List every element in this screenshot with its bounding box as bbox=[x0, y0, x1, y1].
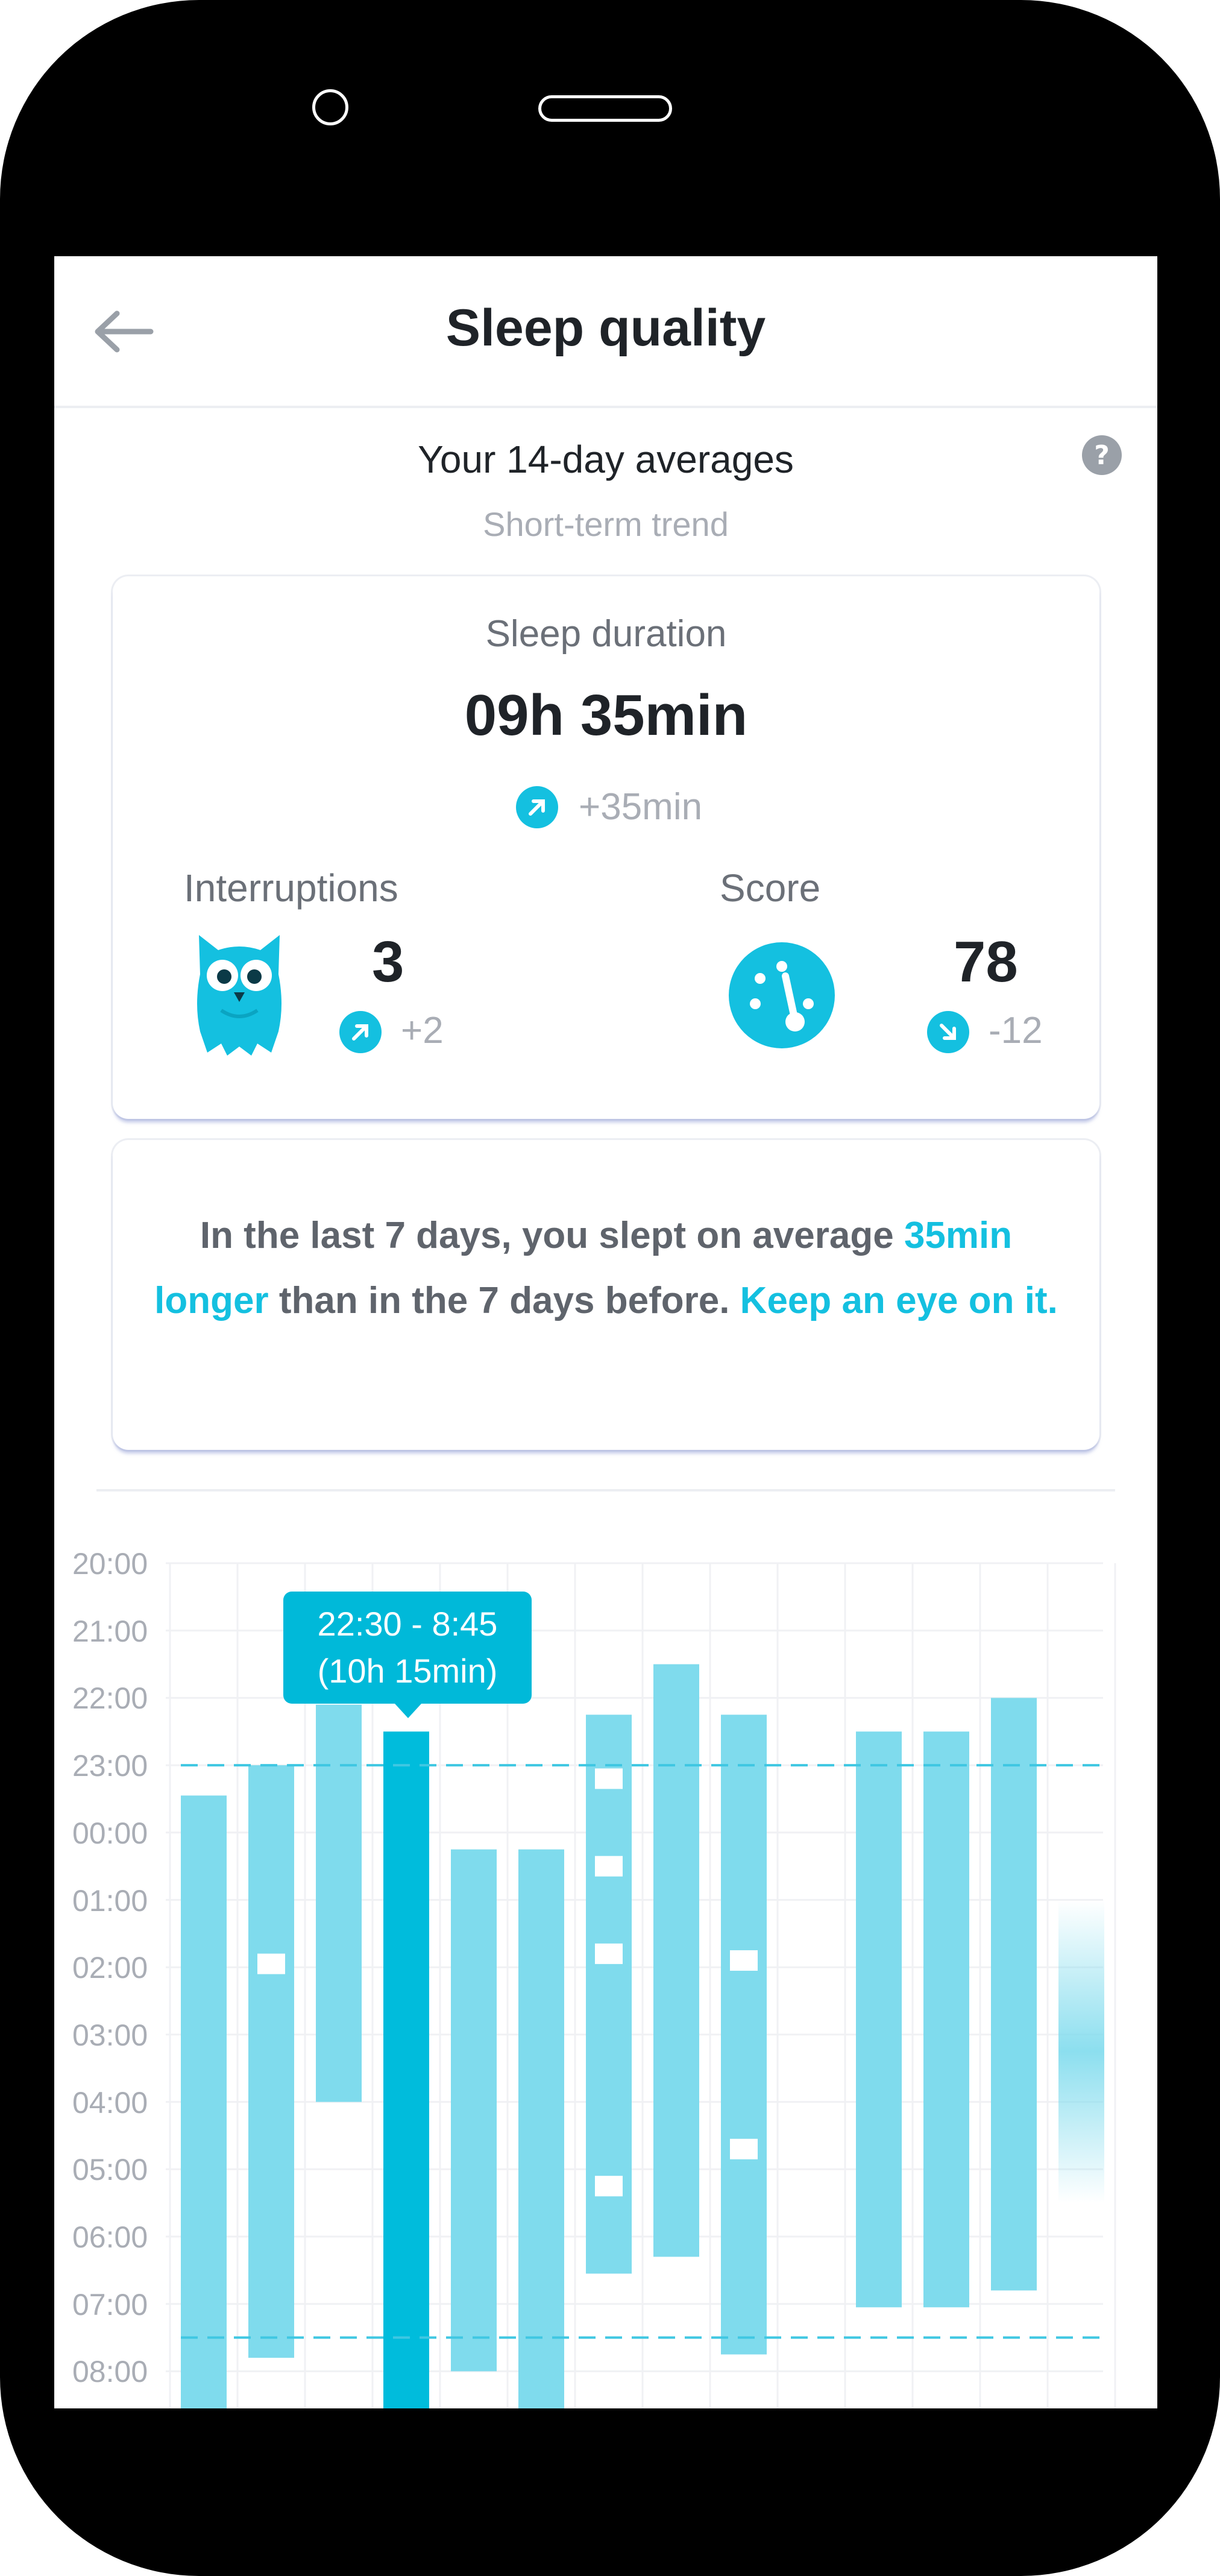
page-title: Sleep quality bbox=[445, 299, 766, 357]
sleep-bar bbox=[721, 1715, 767, 2355]
score-value: 78 bbox=[954, 930, 1018, 994]
interruptions-label: Interruptions bbox=[184, 866, 398, 910]
averages-subtitle: Short-term trend bbox=[483, 505, 729, 543]
interruptions-value: 3 bbox=[372, 930, 404, 994]
y-tick-label: 08:00 bbox=[72, 2355, 148, 2389]
interruption-marker bbox=[257, 1953, 285, 1974]
help-icon[interactable]: ? bbox=[1081, 434, 1123, 476]
sleep-bar bbox=[653, 1664, 699, 2257]
insight-message: In the last 7 days, you slept on average… bbox=[149, 1203, 1063, 1334]
tooltip-duration: (10h 15min) bbox=[317, 1652, 498, 1690]
y-tick-label: 02:00 bbox=[72, 1951, 148, 1985]
y-tick-label: 00:00 bbox=[72, 1816, 148, 1850]
y-tick-label: 22:00 bbox=[72, 1681, 148, 1716]
y-tick-label: 04:00 bbox=[72, 2085, 148, 2120]
chart-reference-lines bbox=[181, 1764, 1103, 2339]
interruption-marker bbox=[595, 2176, 623, 2197]
interruption-marker bbox=[595, 1943, 623, 1964]
section-divider bbox=[96, 1489, 1115, 1491]
interruption-marker bbox=[730, 1950, 758, 1971]
sleep-bar bbox=[856, 1731, 902, 2308]
sleep-bar-selected bbox=[383, 1731, 429, 2408]
y-tick-label: 07:00 bbox=[72, 2287, 148, 2322]
trend-down-icon bbox=[927, 1011, 969, 1053]
svg-text:?: ? bbox=[1094, 440, 1110, 471]
sleep-bar bbox=[181, 1795, 227, 2408]
sleep-bar bbox=[923, 1731, 969, 2308]
sleep-bar bbox=[1058, 1900, 1104, 2203]
y-tick-label: 05:00 bbox=[72, 2153, 148, 2187]
chart-bars bbox=[181, 1664, 1104, 2408]
earpiece-speaker bbox=[538, 95, 672, 122]
selected-night-tooltip: 22:30 - 8:45 (10h 15min) bbox=[283, 1592, 532, 1718]
insight-card: In the last 7 days, you slept on average… bbox=[113, 1140, 1099, 1450]
top-bar: Sleep quality bbox=[54, 256, 1157, 408]
sleep-duration-value: 09h 35min bbox=[464, 683, 748, 748]
sleep-bar bbox=[451, 1849, 497, 2372]
y-tick-label: 20:00 bbox=[72, 1547, 148, 1581]
insight-cta: Keep an eye on it. bbox=[740, 1280, 1058, 1321]
sleep-bar bbox=[248, 1765, 294, 2358]
sleep-duration-trend: +35min bbox=[579, 786, 703, 828]
y-tick-label: 03:00 bbox=[72, 2018, 148, 2052]
sleep-chart bbox=[166, 1562, 1116, 2408]
score-trend: -12 bbox=[989, 1010, 1043, 1051]
averages-title: Your 14-day averages bbox=[418, 438, 794, 481]
y-tick-label: 23:00 bbox=[72, 1749, 148, 1783]
gauge-icon bbox=[729, 942, 835, 1048]
insight-highlight: 35min longer bbox=[154, 1215, 1013, 1321]
power-button bbox=[1208, 940, 1220, 1290]
sleep-bar bbox=[991, 1698, 1037, 2291]
interruption-marker bbox=[730, 2138, 758, 2159]
trend-up-icon bbox=[516, 786, 558, 828]
sleep-bar bbox=[518, 1849, 564, 2408]
y-tick-label: 06:00 bbox=[72, 2220, 148, 2254]
averages-card: Sleep duration 09h 35min +35min Interrup… bbox=[113, 576, 1099, 1119]
app-screen: Sleep quality Your 14-day averages Short… bbox=[54, 256, 1157, 2408]
insight-text-2: than in the 7 days before. bbox=[268, 1280, 740, 1321]
trend-up-icon bbox=[339, 1011, 382, 1053]
insight-text-1: In the last 7 days, you slept on average bbox=[200, 1215, 904, 1256]
front-camera bbox=[312, 89, 348, 125]
tooltip-time-range: 22:30 - 8:45 bbox=[317, 1605, 498, 1643]
interruption-marker bbox=[595, 1856, 623, 1877]
interruptions-trend: +2 bbox=[401, 1010, 444, 1051]
volume-button bbox=[1208, 591, 1220, 766]
interruption-marker bbox=[595, 1768, 623, 1789]
y-tick-label: 21:00 bbox=[72, 1614, 148, 1648]
interruption-marker bbox=[325, 2105, 353, 2126]
y-tick-label: 01:00 bbox=[72, 1883, 148, 1918]
sleep-duration-label: Sleep duration bbox=[485, 613, 727, 655]
score-label: Score bbox=[720, 866, 821, 910]
owl-icon bbox=[197, 935, 281, 1056]
sleep-bar bbox=[316, 1704, 362, 2102]
back-arrow-icon[interactable] bbox=[90, 307, 157, 356]
